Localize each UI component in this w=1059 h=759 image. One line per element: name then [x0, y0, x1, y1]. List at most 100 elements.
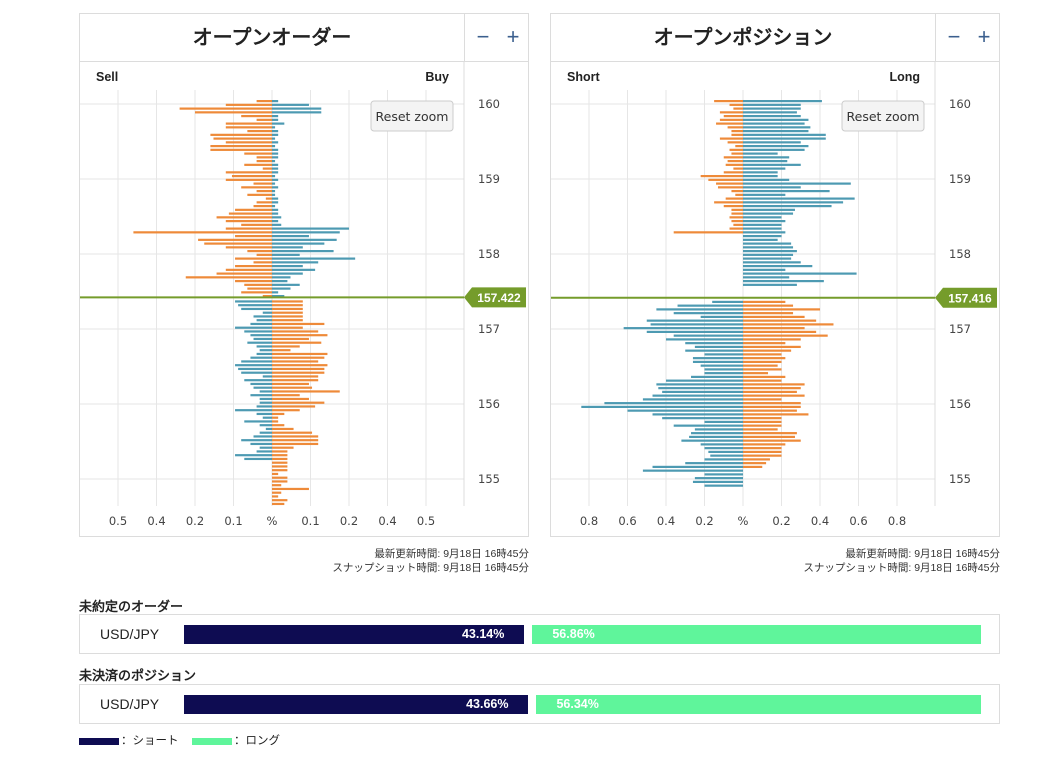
bar-sell [225, 171, 272, 174]
zoom-out-button[interactable]: − [476, 24, 490, 49]
x-tick-label: % [738, 514, 749, 528]
current-price-tag [935, 287, 997, 308]
bar-buy [272, 261, 319, 264]
bar-long [743, 304, 794, 307]
bar-buy [272, 126, 276, 129]
bar-buy [272, 334, 328, 337]
bar-sell [225, 268, 272, 271]
bar-long [743, 137, 826, 140]
bar-short [727, 141, 743, 144]
open-positions-zoom-controls: − + [935, 14, 999, 62]
bar-short [662, 417, 743, 420]
bar-short [729, 216, 743, 219]
bar-buy [272, 442, 319, 446]
bar-short [729, 148, 743, 151]
bar-buy [272, 322, 325, 326]
bar-sell [256, 405, 272, 408]
bar-long [743, 450, 782, 453]
bar-long [743, 323, 834, 326]
bar-buy [272, 163, 279, 166]
bar-sell [244, 379, 272, 382]
bar-short [666, 379, 743, 382]
bar-buy [272, 315, 303, 318]
zoom-in-button[interactable]: + [977, 24, 991, 49]
bar-long [743, 167, 786, 170]
bar-buy [272, 227, 349, 230]
bar-short [731, 220, 743, 223]
bar-long [743, 100, 822, 103]
bar-buy [272, 130, 279, 133]
bar-sell [262, 375, 272, 378]
bar-long [743, 126, 811, 129]
bar-buy [272, 231, 340, 234]
bar-sell [195, 111, 272, 114]
bar-buy [272, 295, 285, 298]
bar-sell [244, 283, 272, 286]
bar-long [743, 458, 770, 461]
bar-buy [272, 495, 279, 498]
bar-long [743, 145, 809, 148]
bar-buy [272, 272, 303, 275]
bar-sell [256, 450, 272, 453]
bar-long [743, 186, 801, 189]
bar-buy [272, 250, 334, 253]
bar-short [685, 349, 743, 352]
bar-long [743, 156, 790, 159]
reset-zoom-button[interactable]: Reset zoom [841, 100, 925, 132]
open-positions-chart[interactable]: Short Long 0.8 0.6 0.4 0.2% 0.2 0.4 0.6 0.8 160 159… [551, 14, 999, 536]
bar-short [704, 353, 743, 356]
long-ratio-bar: 56.86% [532, 625, 981, 644]
bar-long [743, 319, 817, 322]
bar-sell [225, 178, 272, 181]
bar-short [704, 473, 743, 476]
bar-long [743, 424, 782, 427]
bar-buy [272, 341, 322, 344]
bar-long [743, 330, 817, 333]
zoom-in-button[interactable]: + [506, 24, 520, 49]
bar-long [743, 272, 857, 275]
bar-sell [265, 427, 272, 431]
bar-short [656, 308, 743, 311]
bar-sell [247, 341, 272, 344]
bar-short [642, 469, 743, 472]
bar-sell [259, 401, 272, 404]
bar-sell [225, 227, 272, 230]
bar-buy [272, 220, 279, 223]
bar-sell [247, 287, 272, 290]
bar-long [743, 246, 794, 249]
bar-short [677, 304, 743, 307]
reset-zoom-button[interactable]: Reset zoom [370, 100, 454, 132]
zoom-out-button[interactable]: − [947, 24, 961, 49]
y-tick-label: 160 [478, 97, 500, 111]
bar-buy [272, 280, 288, 283]
bar-sell [238, 367, 272, 371]
bar-long [743, 283, 797, 286]
bar-sell [235, 235, 272, 238]
bar-sell [262, 167, 272, 170]
x-tick-label: % [267, 514, 278, 528]
bar-sell [253, 435, 272, 438]
bar-sell [247, 250, 272, 253]
open-orders-chart[interactable]: Sell Buy 0.5 0.4 0.2 0.1% 0.1 0.2 0.4 0.5 160 159 15… [80, 14, 528, 536]
bar-short [650, 323, 743, 326]
bar-buy [272, 450, 288, 453]
bar-short [700, 175, 743, 178]
reset-zoom-label: Reset zoom [847, 109, 920, 124]
x-tick-label: 0.5 [109, 514, 127, 528]
bar-long [743, 103, 801, 106]
bar-long [743, 227, 782, 230]
bar-buy [272, 409, 300, 412]
x-tick-label: 0.8 [888, 514, 906, 528]
left-side-label: Short [567, 70, 600, 84]
bar-short [731, 212, 743, 215]
bar-short [704, 420, 743, 423]
bar-sell [244, 330, 272, 333]
bar-long [743, 208, 795, 211]
bar-buy [272, 190, 276, 193]
bar-sell [259, 424, 272, 427]
bar-buy [272, 253, 300, 256]
bar-sell [244, 163, 272, 166]
bar-sell [225, 141, 272, 144]
bar-sell [241, 360, 272, 363]
bar-short [719, 118, 743, 121]
